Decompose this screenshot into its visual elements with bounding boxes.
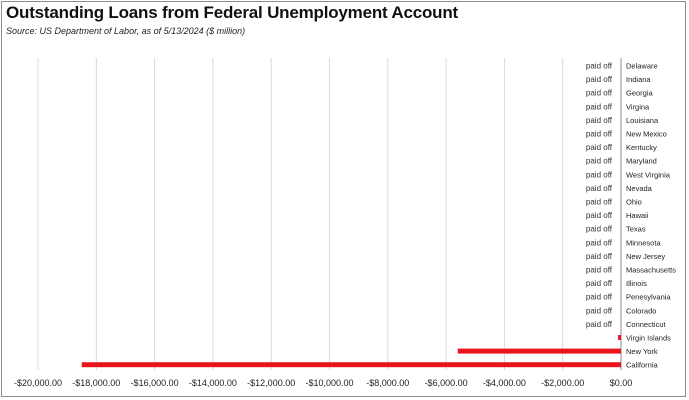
category-label: New York — [626, 347, 658, 356]
chart-source-note: Source: US Department of Labor, as of 5/… — [6, 26, 246, 36]
category-label: Georgia — [626, 89, 654, 98]
x-tick-label: -$20,000.00 — [14, 378, 62, 388]
category-label: New Jersey — [626, 252, 665, 261]
data-label: paid off — [586, 62, 613, 71]
data-label: paid off — [586, 89, 613, 98]
category-label: Illinois — [626, 279, 647, 288]
data-label: paid off — [586, 143, 613, 152]
category-label: West Virginia — [626, 170, 671, 179]
category-label: Delaware — [626, 62, 658, 71]
category-label: New Mexico — [626, 130, 667, 139]
x-tick-label: -$12,000.00 — [247, 378, 295, 388]
data-label: paid off — [586, 306, 613, 315]
data-label: paid off — [586, 320, 613, 329]
data-label: paid off — [586, 198, 613, 207]
category-label: Nevada — [626, 184, 653, 193]
x-tick-label: -$6,000.00 — [425, 378, 468, 388]
x-tick-label: -$14,000.00 — [189, 378, 237, 388]
category-label: Hawaii — [626, 211, 649, 220]
x-tick-label: -$18,000.00 — [72, 378, 120, 388]
data-label: paid off — [586, 211, 613, 220]
data-label: paid off — [586, 157, 613, 166]
data-label: paid off — [586, 279, 613, 288]
data-label: paid off — [586, 116, 613, 125]
category-label: Connecticut — [626, 320, 667, 329]
x-tick-label: -$16,000.00 — [131, 378, 179, 388]
x-tick-label: -$8,000.00 — [366, 378, 409, 388]
category-label: California — [626, 361, 659, 370]
data-label: paid off — [586, 293, 613, 302]
bar — [618, 335, 621, 340]
data-label: paid off — [586, 130, 613, 139]
category-label: Indiana — [626, 75, 651, 84]
data-label: paid off — [586, 102, 613, 111]
bar — [457, 348, 621, 354]
category-label: Minnesota — [626, 238, 661, 247]
category-label: Virgin Islands — [626, 334, 671, 343]
category-label: Kentucky — [626, 143, 657, 152]
category-label: Ohio — [626, 198, 642, 207]
bar — [81, 362, 622, 368]
x-tick-label: -$2,000.00 — [541, 378, 584, 388]
chart-title: Outstanding Loans from Federal Unemploym… — [6, 3, 458, 22]
data-label: paid off — [586, 225, 613, 234]
category-label: Colorado — [626, 306, 656, 315]
category-label: Maryland — [626, 157, 657, 166]
category-label: Texas — [626, 225, 646, 234]
category-label: Virgina — [626, 102, 650, 111]
x-tick-label: $0.00 — [610, 378, 633, 388]
data-label: paid off — [586, 266, 613, 275]
data-label: paid off — [586, 75, 613, 84]
x-tick-label: -$10,000.00 — [305, 378, 353, 388]
category-label: Louisiana — [626, 116, 659, 125]
data-label: paid off — [586, 170, 613, 179]
x-tick-label: -$4,000.00 — [483, 378, 526, 388]
data-label: paid off — [586, 252, 613, 261]
data-label: paid off — [586, 238, 613, 247]
category-label: Penesylvania — [626, 293, 671, 302]
category-label: Massachusetts — [626, 266, 676, 275]
data-label: paid off — [586, 184, 613, 193]
